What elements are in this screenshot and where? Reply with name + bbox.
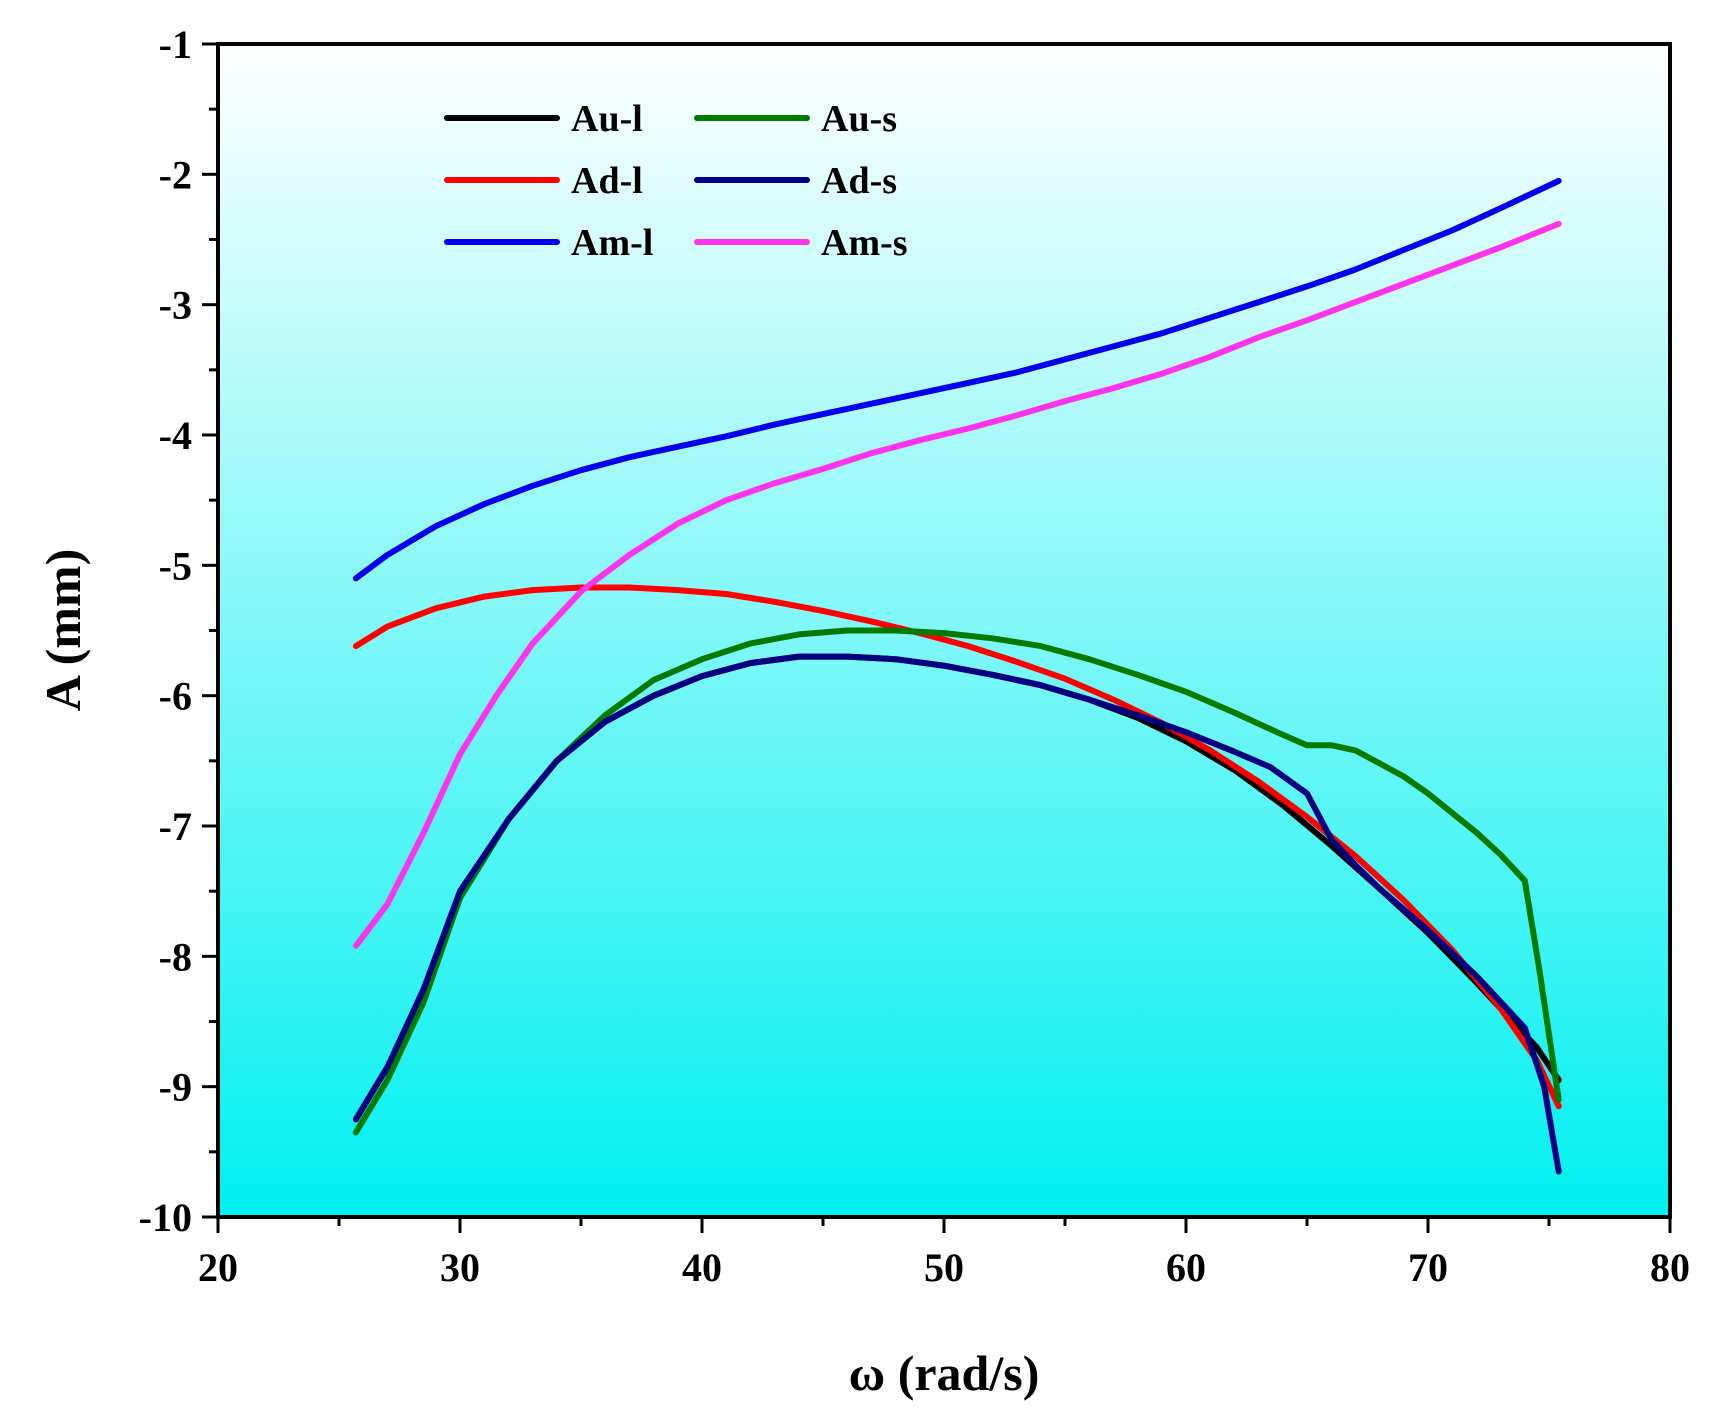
y-tick-label: -6: [159, 674, 192, 719]
y-tick-label: -7: [159, 804, 192, 849]
series-line-am-l: [352, 177, 1562, 582]
series-line-ad-s: [352, 653, 1562, 1175]
legend-label-au-l: Au-l: [571, 98, 643, 140]
y-tick-label: -4: [159, 413, 192, 458]
x-tick-label: 30: [440, 1245, 480, 1290]
y-axis-title: A (mm): [35, 549, 91, 711]
x-tick-label: 80: [1650, 1245, 1690, 1290]
x-tick-label: 20: [198, 1245, 238, 1290]
series-line-ad-l: [352, 584, 1562, 1110]
y-tick-label: -9: [159, 1065, 192, 1110]
y-tick-label: -3: [159, 283, 192, 328]
legend: Au-l Ad-l Am-l Au-s Ad-s Am-s: [444, 98, 908, 264]
x-axis-title: ω (rad/s): [849, 1345, 1040, 1401]
y-tick-label: -10: [139, 1195, 192, 1240]
legend-label-au-s: Au-s: [821, 98, 897, 140]
y-tick-label: -2: [159, 152, 192, 197]
legend-label-am-l: Am-l: [571, 222, 653, 264]
legend-label-ad-s: Ad-s: [821, 160, 897, 202]
x-tick-label: 50: [924, 1245, 964, 1290]
x-axis: 20 30 40 50 60 70 80: [198, 1217, 1690, 1290]
x-tick-label: 40: [682, 1245, 722, 1290]
legend-label-ad-l: Ad-l: [571, 160, 643, 202]
series-layer: [352, 177, 1562, 1175]
x-tick-label: 60: [1166, 1245, 1206, 1290]
legend-label-am-s: Am-s: [821, 222, 908, 264]
y-tick-label: -5: [159, 543, 192, 588]
series-line-am-s: [352, 220, 1562, 949]
y-tick-label: -1: [159, 22, 192, 67]
x-tick-label: 70: [1408, 1245, 1448, 1290]
y-axis: -10 -9 -8 -7 -6 -5 -4 -3 -2 -1: [139, 22, 218, 1240]
y-tick-label: -8: [159, 934, 192, 979]
